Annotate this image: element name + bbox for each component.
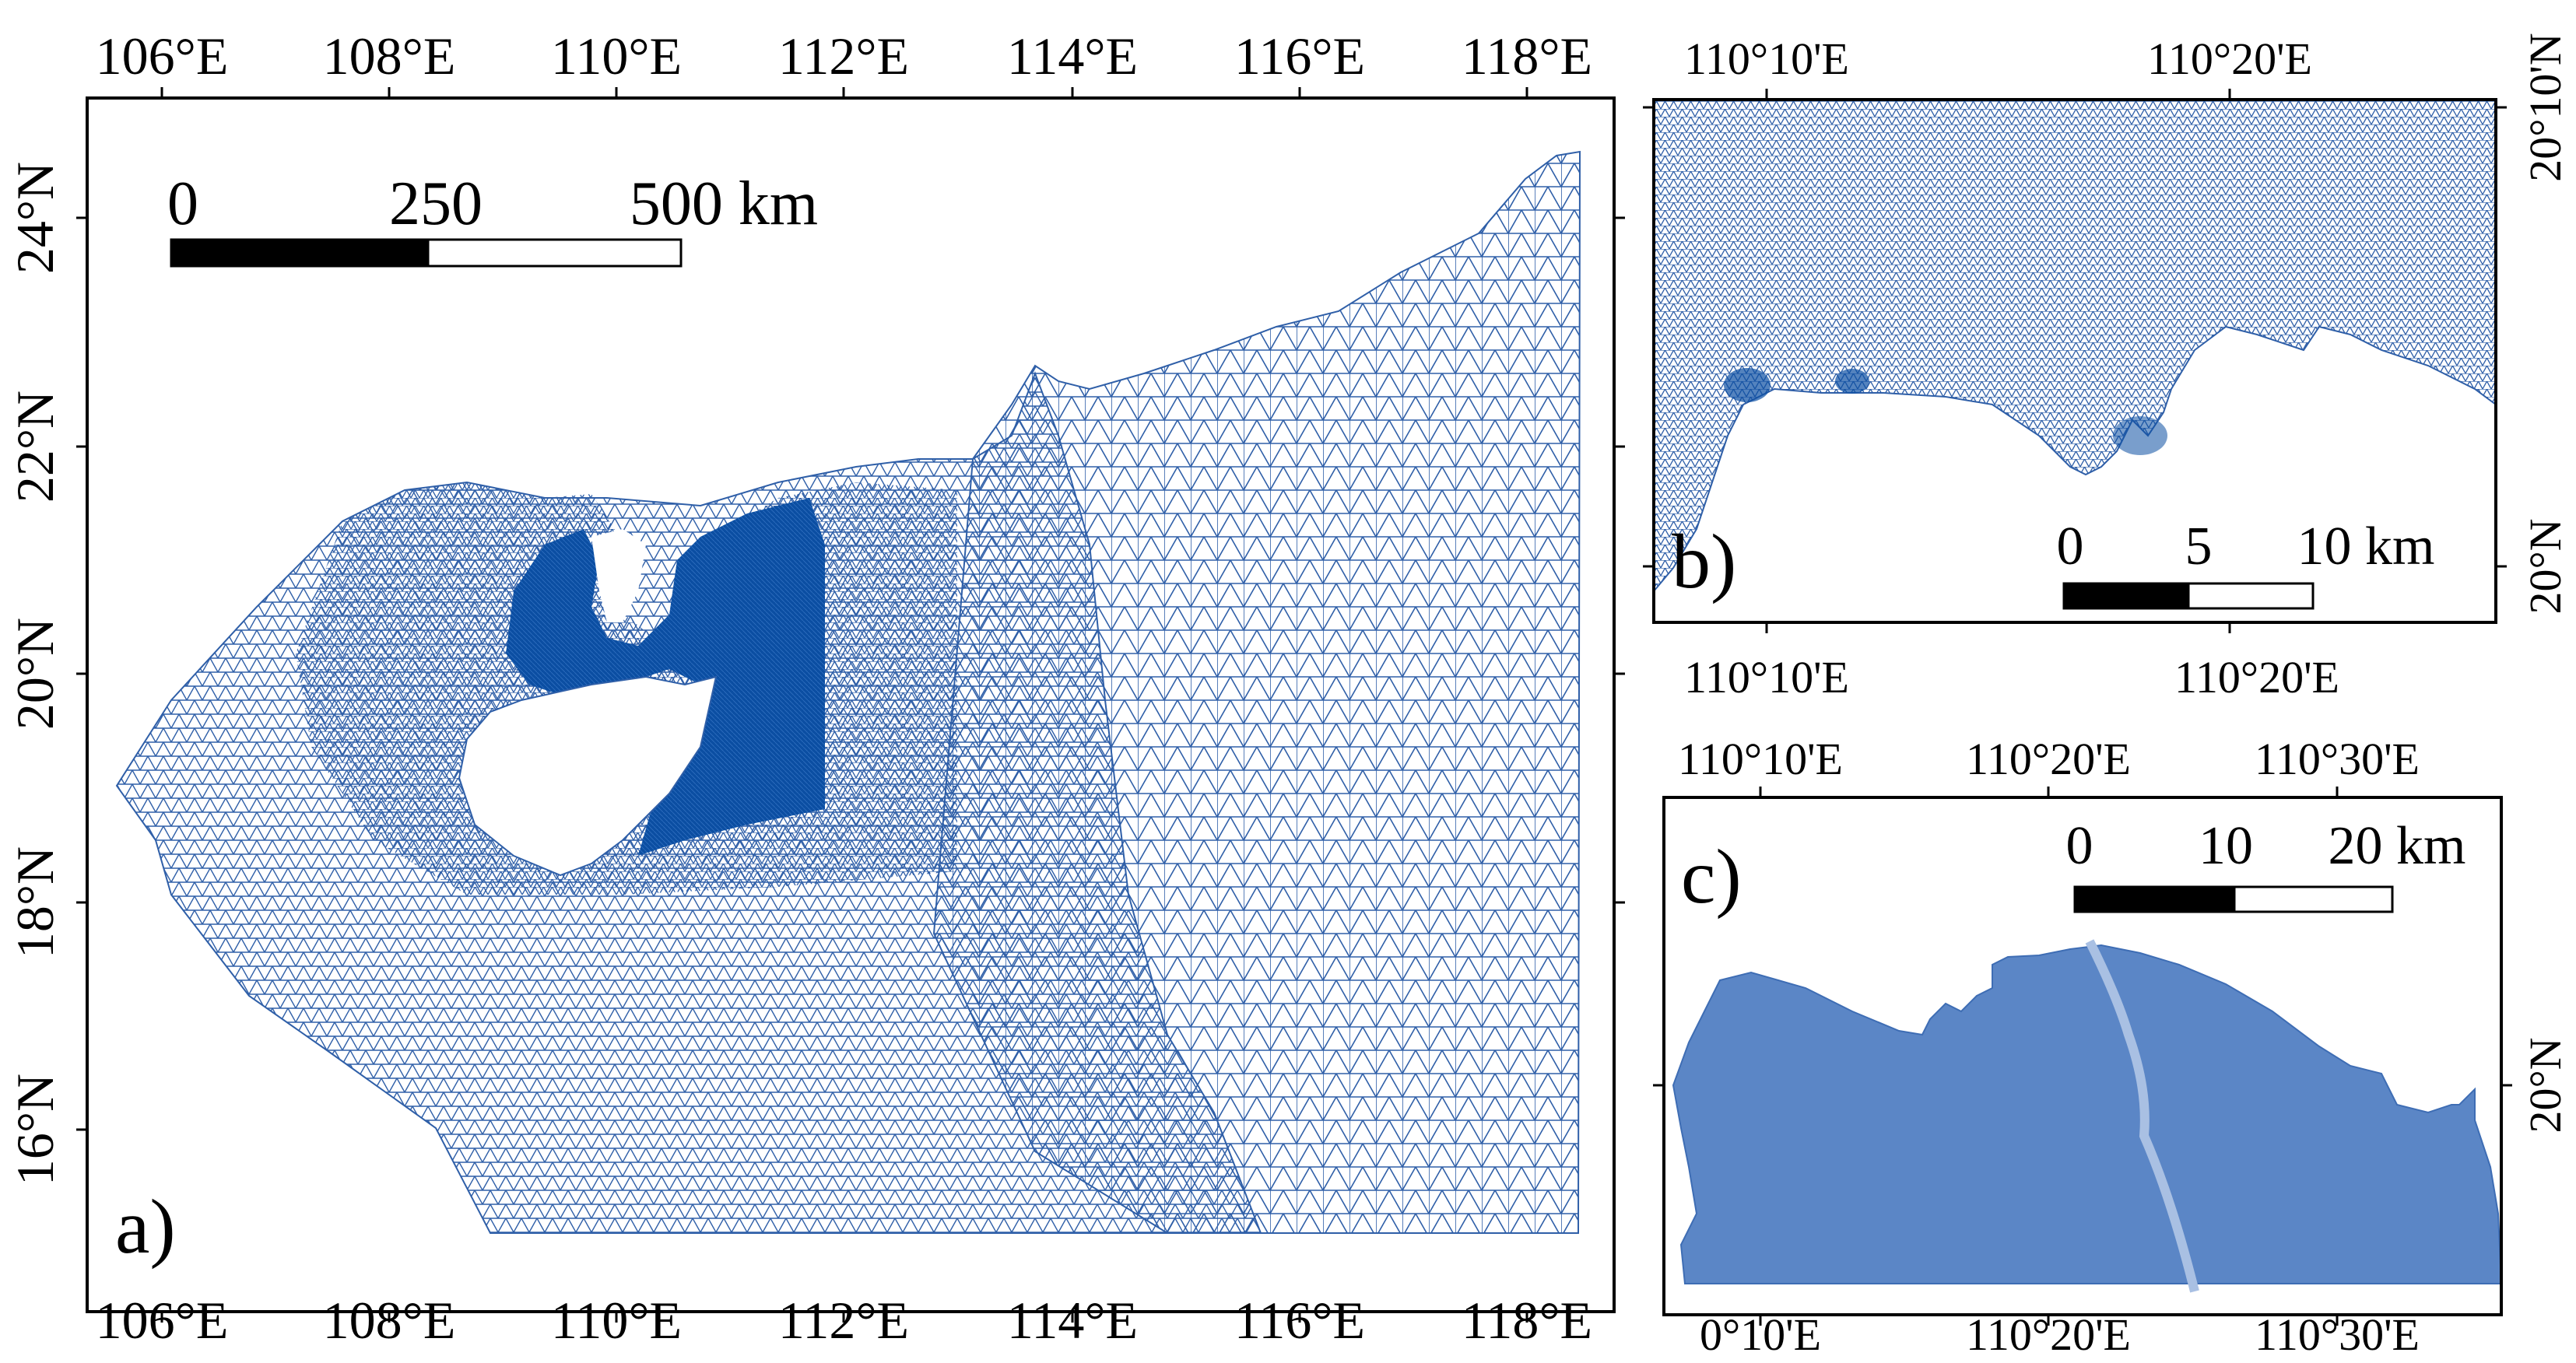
panel-b-top-tick: 110°20'E bbox=[2147, 33, 2312, 84]
panel-a-left-tick: 22°N bbox=[5, 391, 65, 503]
panel-a-bottom-tick: 108°E bbox=[323, 1291, 456, 1350]
leizhou-gap bbox=[591, 529, 646, 622]
panel-a-left-tick: 24°N bbox=[5, 162, 65, 274]
panel-a-top-tick: 110°E bbox=[551, 26, 682, 86]
panel-a-label: a) bbox=[115, 1183, 176, 1270]
panel-b-dense-spot bbox=[1835, 369, 1869, 394]
panel-b-sea bbox=[1654, 100, 2496, 593]
panel-b-ticks bbox=[1643, 89, 2507, 633]
panel-c-ticks bbox=[1653, 787, 2512, 1326]
panel-c-label: c) bbox=[1681, 833, 1742, 920]
scale-label: 10 bbox=[2199, 816, 2253, 876]
hainan-island bbox=[458, 675, 718, 877]
panel-b-bottom-tick: 110°10'E bbox=[1684, 652, 1849, 703]
panel-b-bottom-tick: 110°20'E bbox=[2174, 652, 2339, 703]
panel-a-left-tick: 18°N bbox=[5, 846, 65, 958]
panel-a-left-tick: 20°N bbox=[5, 618, 65, 730]
scale-label: 250 bbox=[389, 170, 483, 238]
panel-b-right-tick: 20°10'N bbox=[2520, 33, 2571, 182]
panel-c-top-tick: 110°20'E bbox=[1966, 734, 2131, 784]
scale-label: 0 bbox=[167, 170, 198, 238]
panel-a-mesh bbox=[115, 150, 1581, 1234]
panel-a-top-tick: 106°E bbox=[96, 26, 229, 86]
panel-a-domain-dense bbox=[506, 498, 825, 856]
panel-a-scale-bar: 0 250 500 km bbox=[167, 170, 818, 268]
panel-a-top-tick: 112°E bbox=[778, 26, 909, 86]
panel-a-bottom-tick: 106°E bbox=[96, 1291, 229, 1350]
panel-c: 110°10'E 110°20'E 110°30'E 0°10'E 110°20… bbox=[1653, 734, 2571, 1360]
panel-a-frame bbox=[86, 96, 1616, 1313]
panel-b-scale-bar: 0 5 10 km bbox=[2057, 517, 2435, 610]
panel-a-ticks bbox=[76, 87, 1625, 1323]
panel-a: 106°E 108°E 110°E 112°E 114°E 116°E 118°… bbox=[5, 26, 1625, 1350]
panel-c-mesh bbox=[1672, 939, 2501, 1293]
panel-a-bottom-tick: 112°E bbox=[778, 1291, 909, 1350]
panel-c-scale-bar: 0 10 20 km bbox=[2066, 816, 2466, 913]
scale-label: 500 km bbox=[630, 170, 818, 238]
panel-a-left-tick: 16°N bbox=[5, 1074, 65, 1186]
panel-b-label: b) bbox=[1672, 518, 1736, 604]
panel-b-top-tick: 110°10'E bbox=[1684, 33, 1849, 84]
panel-b-dense-spot bbox=[1724, 368, 1771, 402]
panel-c-bottom-tick: 110°20'E bbox=[1966, 1309, 2131, 1360]
panel-c-channel bbox=[2085, 939, 2199, 1293]
panel-a-bottom-tick: 110°E bbox=[551, 1291, 682, 1350]
panel-a-bottom-tick: 118°E bbox=[1462, 1291, 1592, 1350]
panel-c-bottom-tick: 110°30'E bbox=[2255, 1309, 2420, 1360]
panel-b-right-tick: 20°N bbox=[2520, 518, 2571, 614]
panel-a-top-tick: 108°E bbox=[323, 26, 456, 86]
panel-a-bottom-tick: 114°E bbox=[1007, 1291, 1138, 1350]
panel-c-top-tick: 110°30'E bbox=[2255, 734, 2420, 784]
panel-b-dense-spot bbox=[2113, 416, 2167, 455]
panel-a-top-tick: 118°E bbox=[1462, 26, 1592, 86]
panel-c-right-tick: 20°N bbox=[2520, 1037, 2571, 1133]
scale-label: 10 km bbox=[2297, 517, 2435, 576]
scale-label: 20 km bbox=[2329, 816, 2466, 876]
panel-b-mesh bbox=[1654, 100, 2496, 593]
panel-a-bottom-tick: 116°E bbox=[1234, 1291, 1365, 1350]
panel-a-top-tick: 116°E bbox=[1234, 26, 1365, 86]
scale-label: 5 bbox=[2185, 517, 2213, 576]
panel-a-top-tick: 114°E bbox=[1007, 26, 1138, 86]
panel-b: 110°10'E 110°20'E 110°10'E 110°20'E 20°1… bbox=[1643, 33, 2571, 703]
scale-label: 0 bbox=[2066, 816, 2093, 876]
panel-b-frame bbox=[1652, 98, 2497, 624]
panel-c-bottom-tick: 0°10'E bbox=[1700, 1309, 1821, 1360]
scale-label: 0 bbox=[2057, 517, 2084, 576]
panel-c-frame bbox=[1662, 796, 2503, 1316]
panel-c-top-tick: 110°10'E bbox=[1678, 734, 1843, 784]
panel-c-sea bbox=[1672, 944, 2501, 1284]
